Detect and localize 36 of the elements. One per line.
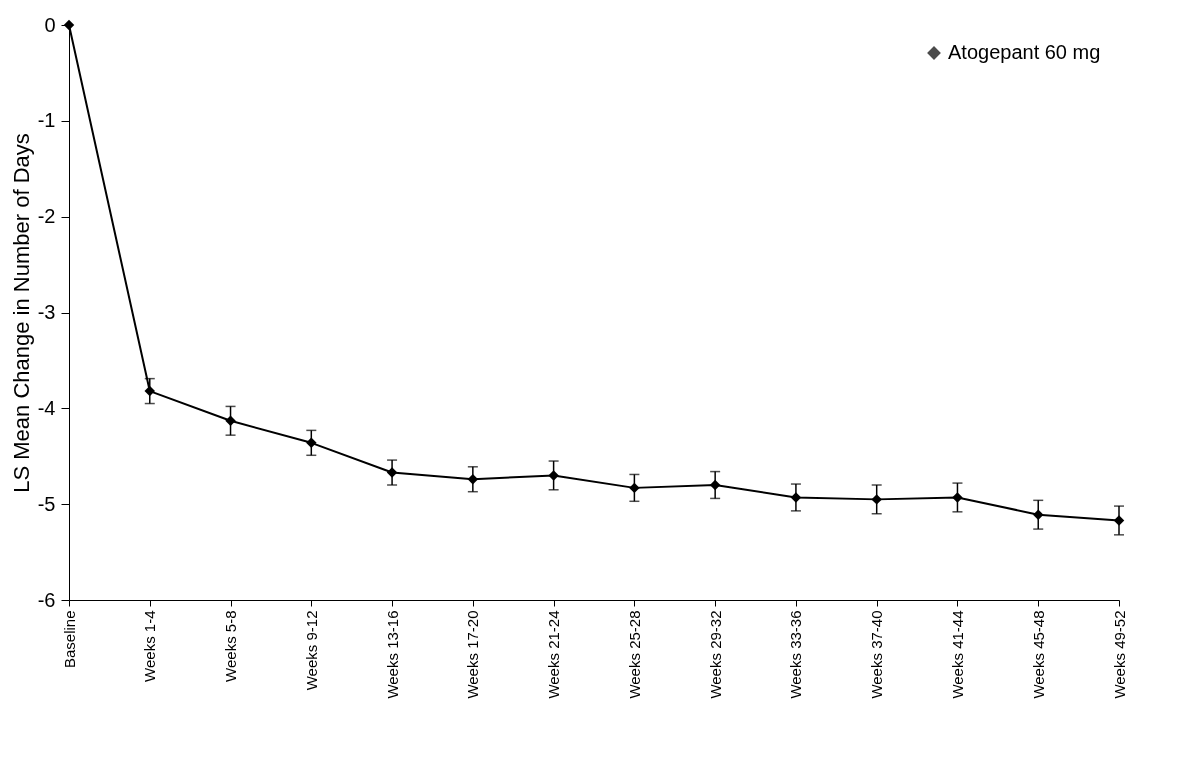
x-tick-label: Baseline bbox=[60, 610, 78, 669]
point bbox=[225, 415, 236, 427]
y-tick-label: -3 bbox=[37, 301, 56, 323]
point bbox=[467, 474, 479, 485]
point bbox=[952, 492, 963, 503]
point bbox=[790, 492, 802, 503]
x-tick-label: Weeks 9-12 bbox=[302, 610, 320, 691]
x-tick-label: Weeks 37-40 bbox=[868, 610, 886, 699]
point bbox=[871, 494, 882, 505]
point bbox=[1113, 515, 1125, 526]
y-tick-label: 0 bbox=[44, 13, 56, 36]
x-tick-label: Weeks 1-4 bbox=[141, 610, 159, 682]
x-tick-label: Weeks 41-44 bbox=[948, 610, 966, 699]
point bbox=[629, 482, 640, 494]
x-tick-label: Weeks 45-48 bbox=[1029, 610, 1047, 699]
point bbox=[306, 437, 317, 449]
y-axis-title: LS Mean Change in Number of Days bbox=[8, 133, 34, 493]
y-tick-label: -1 bbox=[37, 109, 56, 132]
x-tick-label: Weeks 29-32 bbox=[706, 610, 724, 699]
y-tick-label: -5 bbox=[37, 492, 56, 515]
x-tick-label: Weeks 49-52 bbox=[1110, 610, 1128, 699]
point bbox=[386, 467, 398, 478]
x-tick-label: Weeks 5-8 bbox=[222, 610, 240, 682]
x-tick-label: Weeks 13-16 bbox=[383, 610, 401, 699]
y-tick-label: -4 bbox=[37, 396, 56, 419]
y-tick-label: -6 bbox=[37, 588, 56, 611]
y-tick-label: -2 bbox=[37, 205, 56, 228]
point bbox=[144, 385, 156, 397]
x-tick-label: Weeks 17-20 bbox=[464, 610, 482, 699]
legend-label: Atogepant 60 mg bbox=[948, 41, 1101, 63]
point bbox=[548, 470, 559, 481]
x-tick-label: Weeks 33-36 bbox=[787, 610, 805, 699]
x-tick-label: Weeks 21-24 bbox=[545, 610, 563, 699]
point bbox=[709, 479, 721, 491]
x-tick-label: Weeks 25-28 bbox=[625, 610, 643, 699]
point bbox=[1032, 509, 1044, 520]
